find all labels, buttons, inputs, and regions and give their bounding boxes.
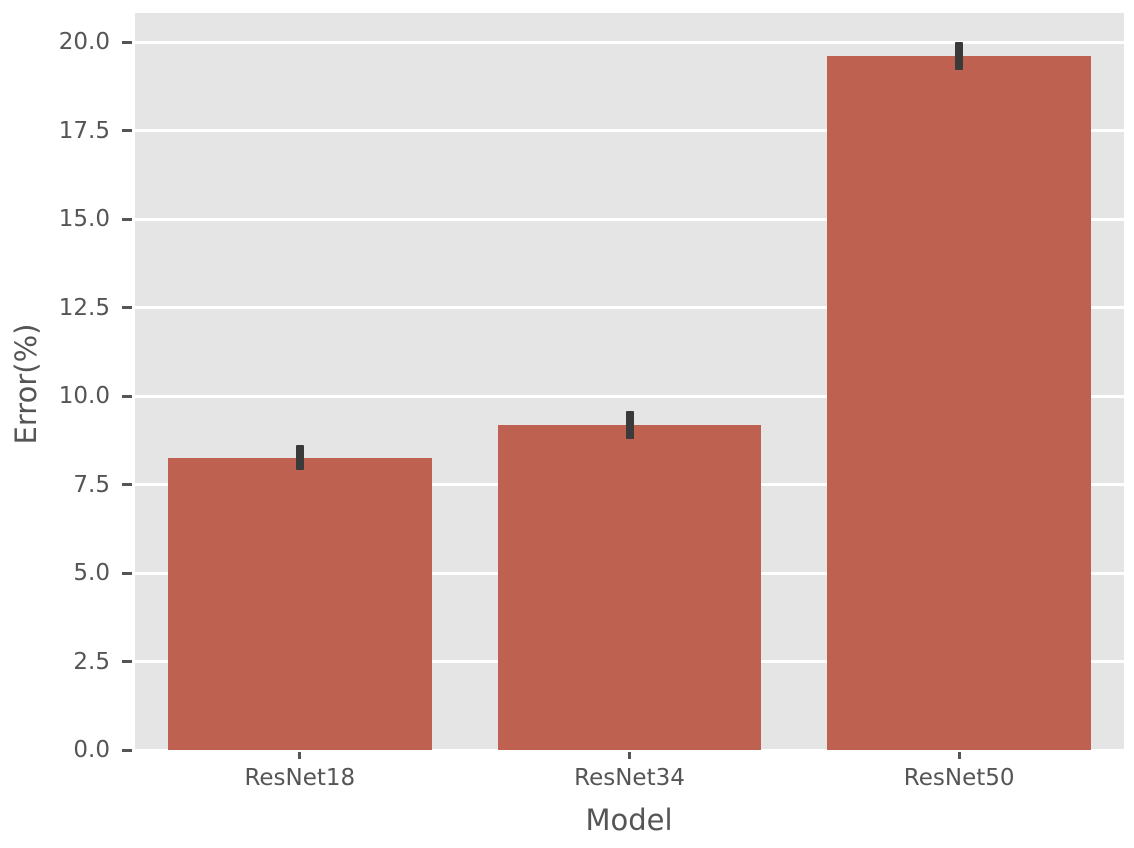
y-tick-mark-15.0 xyxy=(122,217,132,221)
plot-area xyxy=(135,13,1124,750)
x-tick-mark-resnet34 xyxy=(628,752,631,759)
bar-resnet34 xyxy=(497,425,762,750)
x-axis-label: Model xyxy=(585,803,673,837)
error-bar-resnet50 xyxy=(955,42,964,71)
y-tick-mark-5.0 xyxy=(122,571,132,575)
y-tick-mark-17.5 xyxy=(122,129,132,133)
y-tick-mark-12.5 xyxy=(122,306,132,310)
gridline-y-12.5 xyxy=(135,306,1124,310)
x-tick-mark-resnet18 xyxy=(298,752,302,759)
x-tick-mark-resnet50 xyxy=(957,752,961,759)
y-tick-mark-2.5 xyxy=(122,660,132,663)
y-tick-mark-20.0 xyxy=(122,40,132,44)
y-tick-label-10.0: 10.0 xyxy=(58,383,110,409)
x-tick-label-resnet18: ResNet18 xyxy=(244,765,356,791)
y-tick-label-0.0: 0.0 xyxy=(73,737,110,763)
y-tick-label-12.5: 12.5 xyxy=(58,294,110,321)
gridline-y-17.5 xyxy=(135,129,1124,133)
x-tick-label-resnet50: ResNet50 xyxy=(903,765,1015,791)
y-tick-label-2.5: 2.5 xyxy=(73,648,110,675)
y-tick-label-20.0: 20.0 xyxy=(58,29,110,56)
bar-resnet18 xyxy=(167,457,432,750)
gridline-y-10.0 xyxy=(135,394,1124,398)
y-tick-label-7.5: 7.5 xyxy=(73,471,110,498)
y-tick-mark-10.0 xyxy=(122,394,132,398)
y-tick-label-17.5: 17.5 xyxy=(58,117,110,144)
error-bar-resnet18 xyxy=(295,444,304,471)
y-tick-mark-7.5 xyxy=(122,483,132,486)
y-tick-label-15.0: 15.0 xyxy=(58,206,110,233)
gridline-y-20.0 xyxy=(135,40,1124,44)
y-tick-mark-0.0 xyxy=(122,748,132,752)
gridline-y-15.0 xyxy=(135,217,1124,221)
bar-resnet50 xyxy=(827,56,1092,750)
error-bar-resnet34 xyxy=(625,410,634,440)
y-axis-label: Error(%) xyxy=(9,323,43,445)
x-tick-label-resnet34: ResNet34 xyxy=(574,765,685,791)
y-tick-label-5.0: 5.0 xyxy=(73,560,110,586)
